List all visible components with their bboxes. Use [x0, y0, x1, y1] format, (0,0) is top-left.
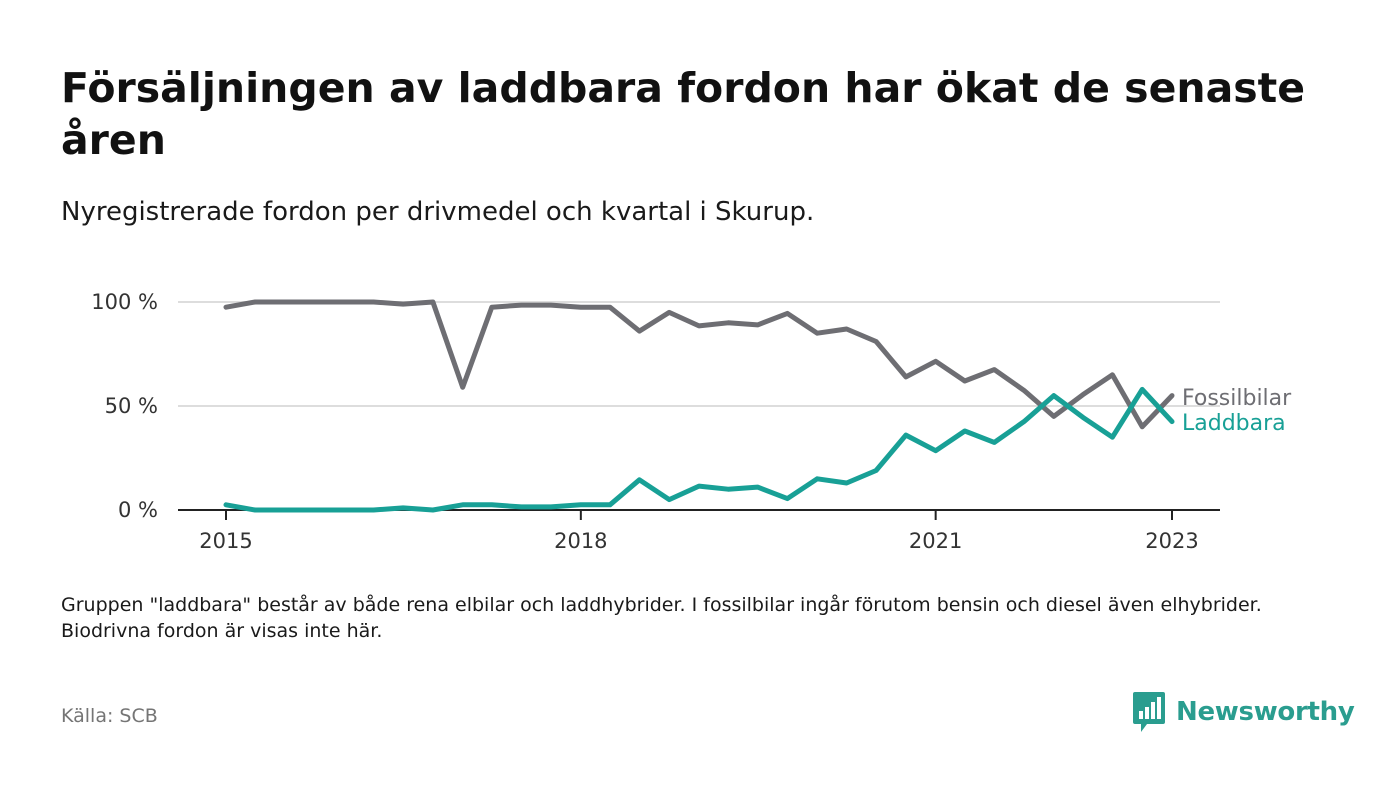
series-line-laddbara [223, 386, 1175, 513]
y-tick-label: 50 % [105, 394, 158, 418]
chart-title: Försäljningen av laddbara fordon har öka… [61, 64, 1306, 164]
chart-subtitle: Nyregistrerade fordon per drivmedel och … [61, 197, 815, 227]
logo-text: Newsworthy [1176, 697, 1355, 727]
newsworthy-logo: Newsworthy [1132, 691, 1355, 733]
x-tick-label: 2015 [199, 529, 252, 553]
y-tick-label: 0 % [118, 498, 158, 522]
series-line-fossilbilar [223, 299, 1175, 430]
y-tick-label: 100 % [91, 290, 158, 314]
series-label-fossilbilar: Fossilbilar [1182, 386, 1292, 411]
x-tick-label: 2023 [1145, 529, 1198, 553]
footnote: Gruppen "laddbara" består av både rena e… [61, 594, 1262, 642]
source-note: Källa: SCB [61, 705, 158, 727]
bar-chart-icon [1133, 692, 1165, 732]
series-label-laddbara: Laddbara [1182, 411, 1286, 436]
x-tick-label: 2021 [909, 529, 962, 553]
x-tick-label: 2018 [554, 529, 607, 553]
